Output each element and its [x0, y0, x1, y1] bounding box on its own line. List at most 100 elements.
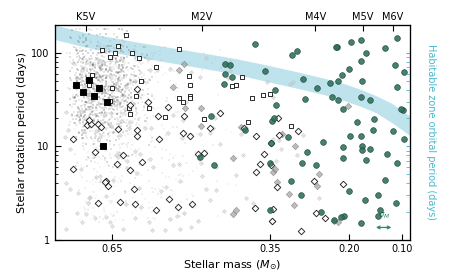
- Point: [141, 126, 148, 131]
- Point: [316, 172, 323, 177]
- Point: [232, 173, 239, 178]
- Point: [227, 69, 234, 73]
- Point: [269, 206, 276, 211]
- Point: [134, 170, 141, 175]
- Point: [102, 215, 110, 220]
- Point: [133, 128, 141, 133]
- Point: [181, 105, 189, 110]
- Point: [62, 181, 69, 186]
- Point: [289, 80, 297, 84]
- Point: [83, 122, 91, 127]
- Point: [120, 153, 128, 158]
- Point: [210, 162, 218, 167]
- Point: [152, 65, 160, 69]
- Point: [211, 116, 219, 120]
- Point: [398, 106, 405, 111]
- Point: [212, 188, 220, 192]
- Point: [109, 178, 117, 182]
- Point: [294, 129, 302, 134]
- Point: [169, 113, 176, 117]
- Point: [357, 133, 365, 138]
- Point: [326, 81, 334, 85]
- Point: [221, 62, 228, 66]
- Point: [90, 93, 98, 98]
- Point: [62, 110, 69, 114]
- Point: [117, 133, 124, 137]
- Point: [95, 59, 103, 63]
- Point: [362, 158, 370, 162]
- Point: [298, 161, 306, 165]
- Point: [362, 51, 370, 55]
- Point: [170, 162, 177, 167]
- Point: [108, 224, 116, 228]
- Point: [175, 47, 182, 52]
- Point: [228, 75, 236, 79]
- Point: [147, 125, 155, 130]
- Point: [169, 84, 176, 89]
- Point: [126, 120, 134, 125]
- Point: [85, 118, 93, 122]
- Point: [186, 96, 194, 100]
- Point: [135, 55, 143, 60]
- Point: [100, 90, 108, 94]
- Point: [328, 94, 336, 99]
- Point: [121, 106, 128, 111]
- Point: [103, 99, 111, 104]
- Point: [73, 211, 81, 216]
- Point: [82, 116, 90, 121]
- Point: [99, 60, 107, 64]
- Point: [357, 94, 365, 99]
- Point: [212, 165, 219, 170]
- Point: [131, 149, 138, 153]
- Point: [175, 162, 182, 167]
- Point: [310, 178, 318, 183]
- Point: [85, 77, 92, 82]
- Point: [221, 71, 229, 76]
- Point: [66, 147, 74, 152]
- Point: [250, 205, 257, 210]
- Point: [279, 132, 286, 136]
- Point: [91, 149, 99, 154]
- Point: [312, 211, 320, 215]
- Point: [358, 79, 366, 84]
- Point: [145, 219, 152, 224]
- Point: [187, 203, 195, 208]
- Point: [150, 165, 157, 170]
- Point: [133, 87, 140, 91]
- Point: [216, 142, 224, 146]
- Point: [374, 214, 382, 218]
- Point: [161, 115, 169, 119]
- Point: [251, 206, 259, 210]
- Point: [133, 134, 141, 138]
- Point: [392, 201, 400, 205]
- Point: [206, 126, 213, 130]
- Point: [137, 79, 145, 83]
- Point: [266, 160, 274, 165]
- Point: [269, 170, 277, 174]
- Point: [155, 137, 163, 141]
- Point: [275, 133, 283, 137]
- Point: [207, 131, 214, 136]
- Point: [376, 208, 384, 213]
- Point: [127, 103, 134, 107]
- Point: [186, 94, 193, 99]
- Point: [107, 219, 114, 224]
- Point: [62, 134, 69, 139]
- Point: [268, 119, 275, 123]
- Point: [179, 100, 186, 104]
- Point: [292, 144, 299, 148]
- Point: [187, 132, 195, 137]
- Point: [256, 162, 264, 166]
- Point: [340, 182, 347, 186]
- Point: [271, 88, 279, 92]
- Point: [131, 202, 139, 206]
- Point: [299, 133, 306, 137]
- Point: [165, 197, 173, 201]
- Point: [239, 153, 246, 157]
- Point: [293, 49, 301, 53]
- Point: [358, 143, 366, 148]
- Point: [273, 179, 281, 184]
- Point: [180, 62, 188, 66]
- Point: [346, 134, 354, 138]
- Point: [271, 166, 279, 171]
